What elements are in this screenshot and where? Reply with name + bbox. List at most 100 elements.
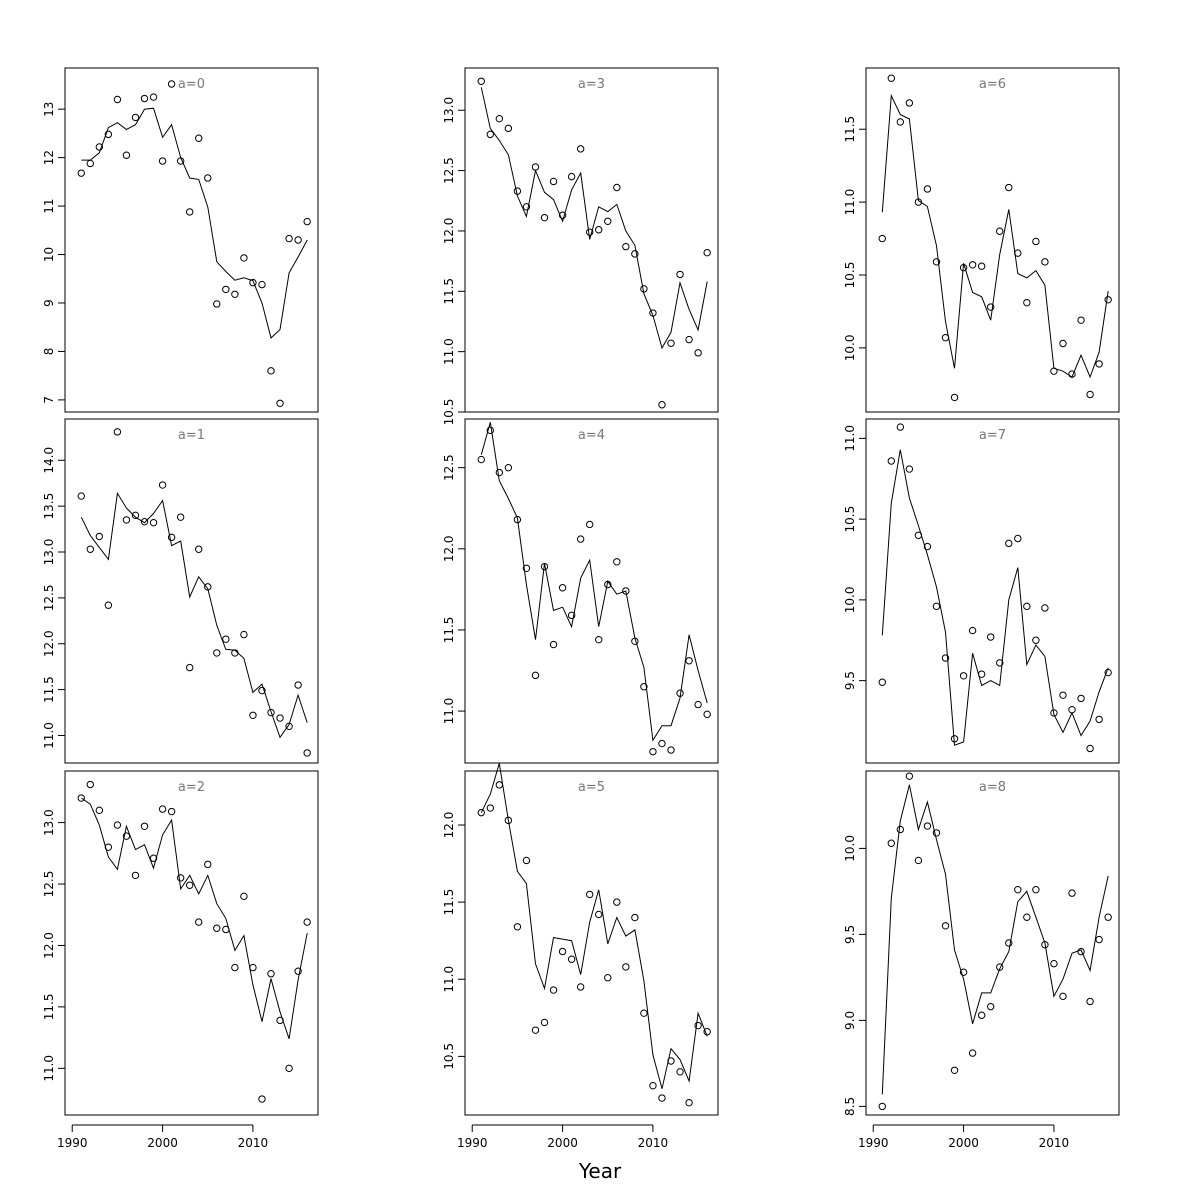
observed-point [149,93,158,101]
panel-a-8: a=8 8.5 9.0 9.5 10.0 1990 2000 2010 [843,770,1120,1150]
observed-point [1095,360,1103,368]
y-tick-label: 13.0 [442,97,456,124]
observed-point [896,118,905,126]
observed-point [905,772,914,780]
observed-point [613,898,621,906]
y-tick-label: 11.5 [42,994,56,1021]
observed-point [1032,636,1040,644]
y-tick-label: 9.5 [843,925,857,944]
panel-a-5: a=5 10.5 11.0 11.5 12.0 1990 2000 2010 [442,763,719,1150]
panel-title: a=4 [578,428,605,443]
observed-point [558,211,567,219]
observed-point [950,735,959,743]
observed-point [1086,997,1094,1006]
x-axis-title: Year [578,1159,622,1183]
y-tick-label: 13 [42,102,56,117]
observed-point [567,172,576,181]
observed-point [495,468,504,477]
observed-point [294,967,302,975]
panel-title: a=2 [178,780,205,795]
panel-title: a=1 [178,428,205,443]
observed-point [558,584,567,592]
observed-point [504,816,513,825]
observed-point [1005,539,1013,548]
observed-point [477,808,485,817]
observed-point [585,890,594,899]
observed-point [77,169,85,177]
observed-point [258,1095,266,1103]
observed-point [622,587,630,595]
observed-point [685,335,693,344]
y-tick-label: 11.0 [843,189,857,216]
y-tick-label: 11.5 [442,617,456,644]
x-tick-label: 2010 [1039,1136,1070,1150]
observed-point [1059,992,1067,1001]
observed-point [486,804,494,812]
observed-point [167,533,176,542]
observed-point [158,805,167,813]
observed-point [1086,744,1094,753]
panel-title: a=5 [578,780,605,795]
observed-point [294,236,302,244]
observed-point [267,970,275,978]
observed-point [1005,939,1013,947]
observed-point [113,821,122,829]
observed-point [1095,935,1103,944]
observed-point [914,856,923,865]
observed-point [522,856,531,865]
observed-point [1068,889,1076,897]
observed-point [941,333,950,342]
observed-point [613,183,621,192]
observed-point [676,1068,684,1076]
observed-point [240,630,248,639]
x-tick-label: 1990 [858,1136,889,1150]
observed-point [950,1066,959,1074]
y-tick-label: 11.5 [442,278,456,305]
observed-point [1005,183,1013,192]
observed-point [1023,913,1031,921]
observed-point [878,1102,886,1111]
observed-point [658,739,666,748]
y-tick-label: 12.0 [442,812,456,839]
observed-point [1059,339,1067,348]
observed-point [968,1049,977,1057]
observed-point [640,683,648,691]
observed-point [631,250,639,258]
observed-point [923,185,932,193]
observed-point [1041,604,1049,612]
observed-point [549,640,558,649]
observed-point [1032,885,1040,894]
observed-point [604,217,612,225]
panel-frame [865,418,1120,764]
y-tick-label: 13.0 [42,809,56,836]
x-tick-label: 2000 [547,1136,578,1150]
observed-point [504,463,513,472]
observed-point [522,564,531,572]
observed-point [595,635,603,644]
observed-point [113,428,122,436]
observed-point [567,611,576,620]
y-tick-label: 11.0 [843,425,857,452]
panel-a-6: a=6 10.0 10.5 11.0 11.5 [843,67,1120,413]
observed-point [176,157,185,165]
y-tick-label: 7 [42,396,56,404]
observed-point [195,918,203,926]
observed-point [303,918,311,926]
observed-point [1014,249,1022,257]
observed-point [149,518,158,527]
observed-point [1086,390,1094,399]
observed-point [267,367,275,375]
fitted-line [881,784,1109,1095]
observed-point [1041,258,1049,266]
observed-point [694,349,702,357]
y-tick-label: 11.0 [42,1055,56,1082]
observed-point [204,860,212,869]
y-tick-label: 10.0 [843,335,857,362]
observed-point [1014,534,1022,543]
observed-point [122,151,131,159]
observed-point [167,80,176,88]
panel-a-1: a=1 11.0 11.5 12.0 12.5 13.0 13.5 14.0 [42,418,319,764]
observed-point [667,1057,675,1065]
observed-point [950,393,959,402]
observed-point [914,531,923,539]
